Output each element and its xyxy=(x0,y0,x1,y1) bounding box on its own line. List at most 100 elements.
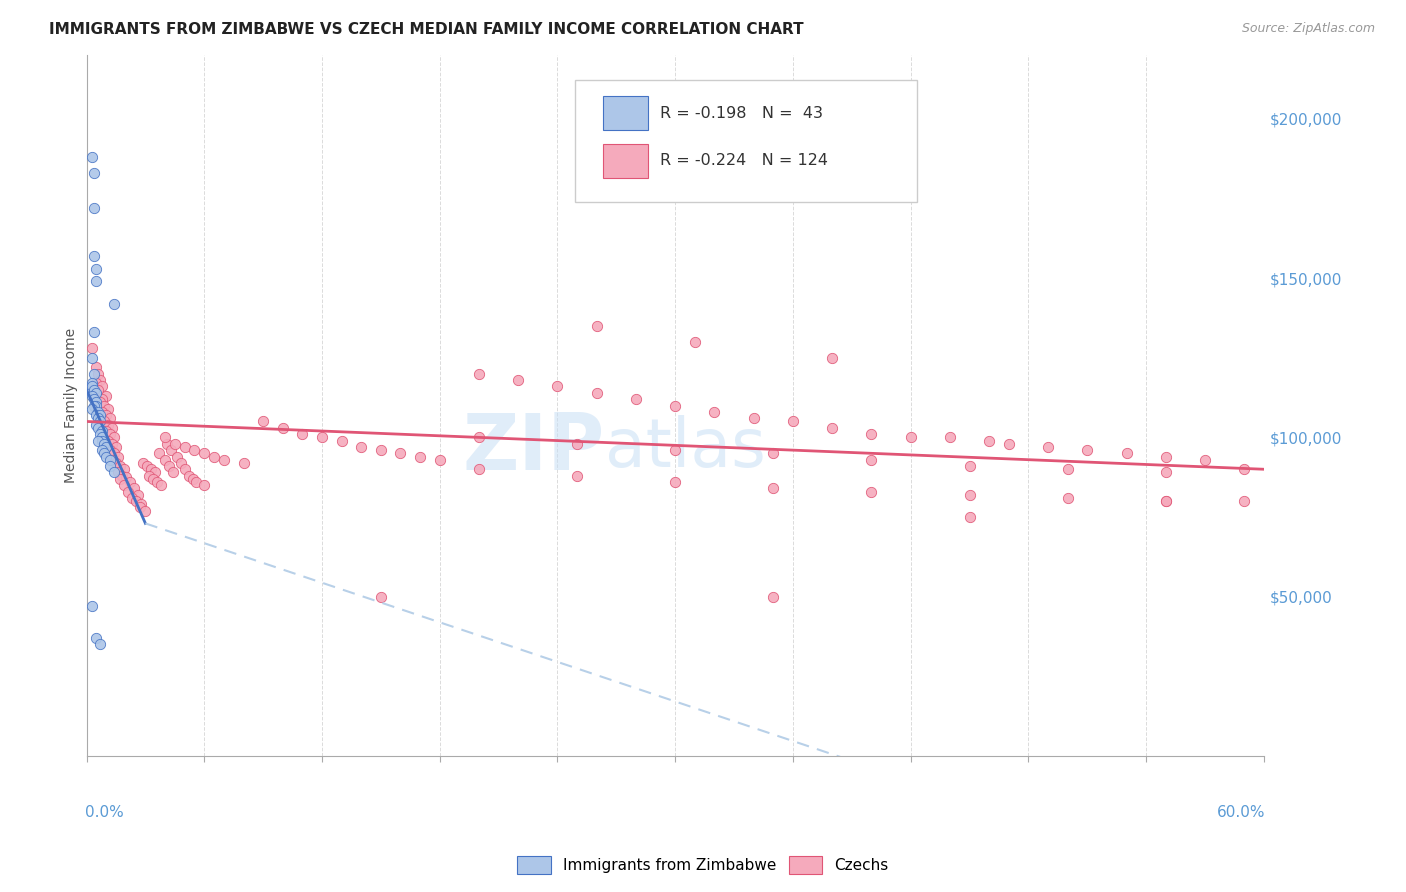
Point xyxy=(86,360,108,375)
Point xyxy=(585,318,607,333)
Point xyxy=(83,201,105,215)
Point xyxy=(86,274,108,288)
Point xyxy=(782,414,804,428)
Point xyxy=(86,399,108,413)
Point xyxy=(89,427,111,442)
Point xyxy=(108,472,131,486)
Point xyxy=(83,399,105,413)
Point xyxy=(468,462,491,476)
Point xyxy=(1036,440,1059,454)
Bar xyxy=(603,145,648,178)
Point xyxy=(98,427,121,442)
Legend: Immigrants from Zimbabwe, Czechs: Immigrants from Zimbabwe, Czechs xyxy=(512,850,894,880)
Text: IMMIGRANTS FROM ZIMBABWE VS CZECH MEDIAN FAMILY INCOME CORRELATION CHART: IMMIGRANTS FROM ZIMBABWE VS CZECH MEDIAN… xyxy=(49,22,804,37)
Text: R = -0.198   N =  43: R = -0.198 N = 43 xyxy=(659,106,823,120)
Point xyxy=(87,434,110,448)
Point xyxy=(96,424,118,438)
Y-axis label: Median Family Income: Median Family Income xyxy=(65,328,79,483)
Point xyxy=(330,434,353,448)
Point xyxy=(86,376,108,391)
Point xyxy=(83,383,105,397)
Point xyxy=(1194,452,1216,467)
Point xyxy=(177,468,200,483)
Point xyxy=(153,452,176,467)
Point xyxy=(107,466,129,480)
Point xyxy=(89,373,111,387)
Point xyxy=(101,421,124,435)
Point xyxy=(389,446,412,460)
Point xyxy=(232,456,254,470)
Point xyxy=(762,590,785,604)
Point xyxy=(86,385,108,400)
Point xyxy=(136,458,159,473)
Point xyxy=(103,296,125,310)
FancyBboxPatch shape xyxy=(575,79,917,202)
Point xyxy=(997,436,1019,450)
Point xyxy=(1233,494,1256,508)
Point xyxy=(1154,494,1177,508)
Point xyxy=(83,367,105,381)
Point xyxy=(87,367,110,381)
Point xyxy=(86,631,108,645)
Point xyxy=(101,452,124,467)
Point xyxy=(91,443,114,458)
Text: 0.0%: 0.0% xyxy=(86,805,124,820)
Point xyxy=(959,510,981,524)
Text: R = -0.224   N = 124: R = -0.224 N = 124 xyxy=(659,153,828,169)
Point xyxy=(103,466,125,480)
Point xyxy=(156,436,179,450)
Point xyxy=(134,503,156,517)
Point xyxy=(87,411,110,425)
Point xyxy=(82,351,104,365)
Point xyxy=(821,351,844,365)
Point xyxy=(1056,462,1078,476)
Point xyxy=(96,440,118,454)
Point xyxy=(1154,450,1177,464)
Point xyxy=(468,367,491,381)
Point xyxy=(91,392,114,406)
Point xyxy=(83,326,105,340)
Point xyxy=(163,436,186,450)
Point xyxy=(138,468,160,483)
Point xyxy=(96,408,118,422)
Point xyxy=(98,411,121,425)
Point xyxy=(124,494,146,508)
Point xyxy=(82,341,104,355)
Point xyxy=(193,478,215,492)
Point xyxy=(170,456,193,470)
Text: Source: ZipAtlas.com: Source: ZipAtlas.com xyxy=(1241,22,1375,36)
Point xyxy=(409,450,432,464)
Point xyxy=(565,468,588,483)
Point xyxy=(565,436,588,450)
Point xyxy=(121,491,143,505)
Point xyxy=(117,484,139,499)
Point xyxy=(202,450,225,464)
Point xyxy=(181,472,204,486)
Point xyxy=(93,399,115,413)
Point xyxy=(860,427,883,442)
Point xyxy=(82,376,104,391)
Point xyxy=(141,462,163,476)
Point xyxy=(664,399,686,413)
Point xyxy=(979,434,1001,448)
Point xyxy=(311,430,333,444)
Point xyxy=(93,446,115,460)
Point xyxy=(1076,443,1098,458)
Point xyxy=(86,261,108,276)
Point xyxy=(82,379,104,393)
Point xyxy=(173,462,195,476)
Point xyxy=(98,452,121,467)
Point xyxy=(91,405,114,419)
Point xyxy=(82,389,104,403)
Point xyxy=(98,443,121,458)
Point xyxy=(959,458,981,473)
Point xyxy=(93,414,115,428)
Point xyxy=(91,434,114,448)
Point xyxy=(186,475,208,489)
Point xyxy=(107,450,129,464)
Point xyxy=(1233,462,1256,476)
Point xyxy=(96,450,118,464)
Point xyxy=(93,436,115,450)
Point xyxy=(157,458,180,473)
Point xyxy=(585,385,607,400)
